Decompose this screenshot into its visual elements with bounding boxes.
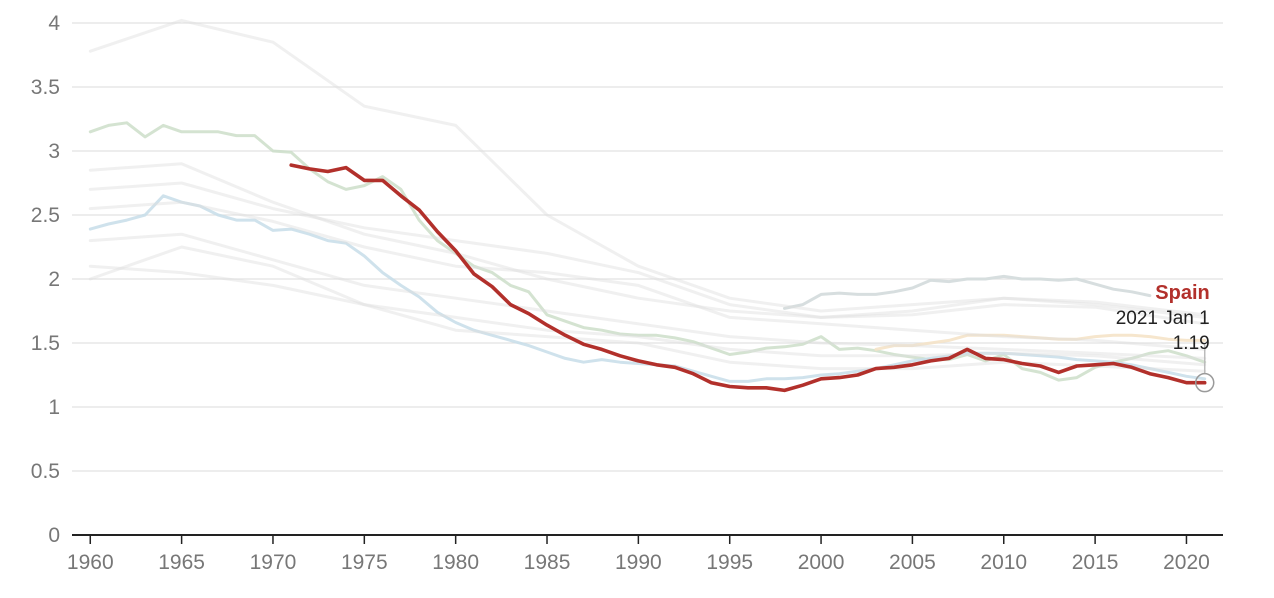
y-tick-label: 1	[48, 396, 60, 419]
annotation-value: 1.19	[1173, 333, 1210, 354]
y-tick-label: 1.5	[31, 332, 60, 355]
y-tick-label: 0.5	[31, 460, 60, 483]
background-series	[88, 18, 1207, 383]
y-tick-label: 2	[48, 268, 60, 291]
x-tick-label: 2000	[798, 551, 845, 574]
grid-lines	[72, 22, 1223, 472]
annotation-marker[interactable]	[1194, 372, 1215, 393]
background-series-line	[88, 18, 1207, 317]
x-tick-label: 1960	[67, 551, 114, 574]
y-tick-label: 3.5	[31, 76, 60, 99]
x-tick-label: 2020	[1163, 551, 1210, 574]
background-series-line	[88, 121, 1207, 382]
highlight-series	[289, 163, 1207, 393]
background-series-line	[88, 162, 1207, 326]
y-tick-label: 0	[48, 524, 60, 547]
background-series-line	[874, 333, 1207, 351]
y-axis-ticks: 0 0.5 1 1.5 2 2.5 3 3.5 4	[31, 12, 61, 547]
x-tick-label: 2005	[889, 551, 936, 574]
annotation-date: 2021 Jan 1	[1116, 308, 1210, 329]
x-axis-ticks: 1960 1965 1970 1975 1980 1985 1990 1995 2000 2005…	[67, 535, 1210, 574]
background-series-line	[88, 200, 1207, 351]
series-annotation: Spain 2021 Jan 1 1.19	[1116, 282, 1215, 393]
annotation-series-name: Spain	[1155, 282, 1209, 304]
x-tick-label: 1990	[615, 551, 662, 574]
y-tick-label: 4	[48, 12, 60, 35]
x-tick-label: 2010	[980, 551, 1027, 574]
spain-series-line[interactable]	[289, 163, 1207, 393]
x-tick-label: 1965	[158, 551, 205, 574]
background-series-line	[88, 264, 1207, 367]
x-tick-label: 1980	[432, 551, 479, 574]
x-tick-label: 2015	[1072, 551, 1119, 574]
x-tick-label: 1995	[706, 551, 753, 574]
x-tick-label: 1970	[250, 551, 297, 574]
background-series-line	[88, 245, 1207, 373]
y-tick-label: 3	[48, 140, 60, 163]
x-tick-label: 1985	[524, 551, 571, 574]
background-series-line	[783, 274, 1152, 310]
background-series-line	[88, 181, 1207, 319]
x-tick-label: 1975	[341, 551, 388, 574]
y-tick-label: 2.5	[31, 204, 60, 227]
background-series-line	[88, 232, 1207, 360]
